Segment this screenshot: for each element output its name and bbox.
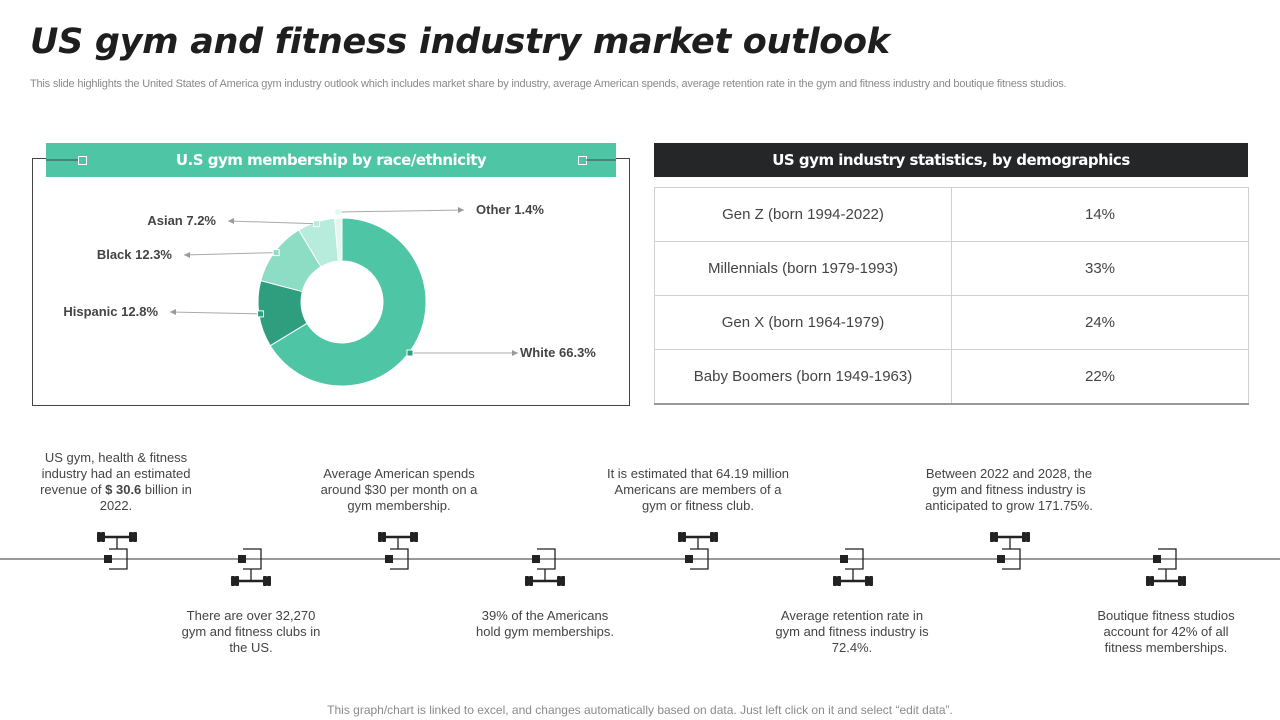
dumbbell-icon [678,532,718,570]
fact-spend: Average American spends around $30 per m… [320,466,478,513]
stats-value: 33% [951,241,1249,296]
fact-retention: Average retention rate in gym and fitnes… [775,608,929,655]
stats-table: Gen Z (born 1994-2022) 14% Millennials (b… [654,187,1249,405]
pie-leader-line [227,220,317,225]
pie-label-white: White 66.3% [520,345,596,360]
pie-leader-arrow [228,218,234,224]
stats-label: Millennials (born 1979-1993) [654,241,952,296]
fact-revenue: US gym, health & fitness industry had an… [36,450,196,514]
pie-leader-line [169,311,261,315]
stats-value: 22% [951,349,1249,405]
pie-marker [257,310,265,318]
dumbbell-icon [525,548,565,586]
page-subtitle: This slide highlights the United States … [30,78,1067,90]
stats-label: Baby Boomers (born 1949-1963) [654,349,952,405]
table-row: Gen Z (born 1994-2022) 14% [654,187,1249,242]
dumbbell-icon [231,548,271,586]
dumbbell-icon [1146,548,1186,586]
dumbbell-icon [97,532,137,570]
fact-growth: Between 2022 and 2028, the gym and fitne… [925,466,1093,513]
fact-revenue-text-end: billion in 2022. [99,482,192,513]
pie-leader-arrow [512,350,518,356]
table-row: Baby Boomers (born 1949-1963) 22% [654,349,1249,405]
pie-leader-arrow [458,207,464,213]
pie-label-hispanic: Hispanic 12.8% [63,304,158,319]
corner-marker [78,156,87,165]
pie-leader-line [337,209,465,213]
stats-title-text: US gym industry statistics, by demograph… [772,151,1130,169]
pie-chart-title: U.S gym membership by race/ethnicity [46,143,616,177]
fact-memberships: 39% of the Americans hold gym membership… [476,608,614,639]
stats-label: Gen Z (born 1994-2022) [654,187,952,242]
stats-title: US gym industry statistics, by demograph… [654,143,1248,177]
footer-note: This graph/chart is linked to excel, and… [327,703,953,717]
stats-value: 24% [951,295,1249,350]
table-row: Gen X (born 1964-1979) 24% [654,295,1249,350]
fact-revenue-text: US gym, health & fitness industry had an… [40,450,191,497]
page-title: US gym and fitness industry market outlo… [30,22,890,62]
pie-leader-line [183,252,277,256]
pie-leader-arrow [184,252,190,258]
fact-revenue-value: $ 30.6 [105,482,142,497]
stats-value: 14% [951,187,1249,242]
pie-slice-other[interactable] [334,217,343,262]
fact-clubs: There are over 32,270 gym and fitness cl… [181,608,321,655]
pie-slice-white[interactable] [269,217,427,387]
pie-marker [272,249,280,257]
pie-label-asian: Asian 7.2% [147,213,216,228]
pie-marker [406,349,414,357]
fact-boutique: Boutique fitness studios account for 42%… [1097,608,1235,655]
dumbbell-icon [378,532,418,570]
fact-members: It is estimated that 64.19 million Ameri… [606,466,790,513]
pie-label-other: Other 1.4% [476,202,544,217]
pie-marker [334,208,342,216]
table-row: Millennials (born 1979-1993) 33% [654,241,1249,296]
pie-marker [313,220,321,228]
dumbbell-icon [990,532,1030,570]
pie-label-black: Black 12.3% [97,247,173,262]
pie-leader-arrow [170,309,176,315]
dumbbell-icon [833,548,873,586]
pie-chart-title-text: U.S gym membership by race/ethnicity [175,151,487,169]
